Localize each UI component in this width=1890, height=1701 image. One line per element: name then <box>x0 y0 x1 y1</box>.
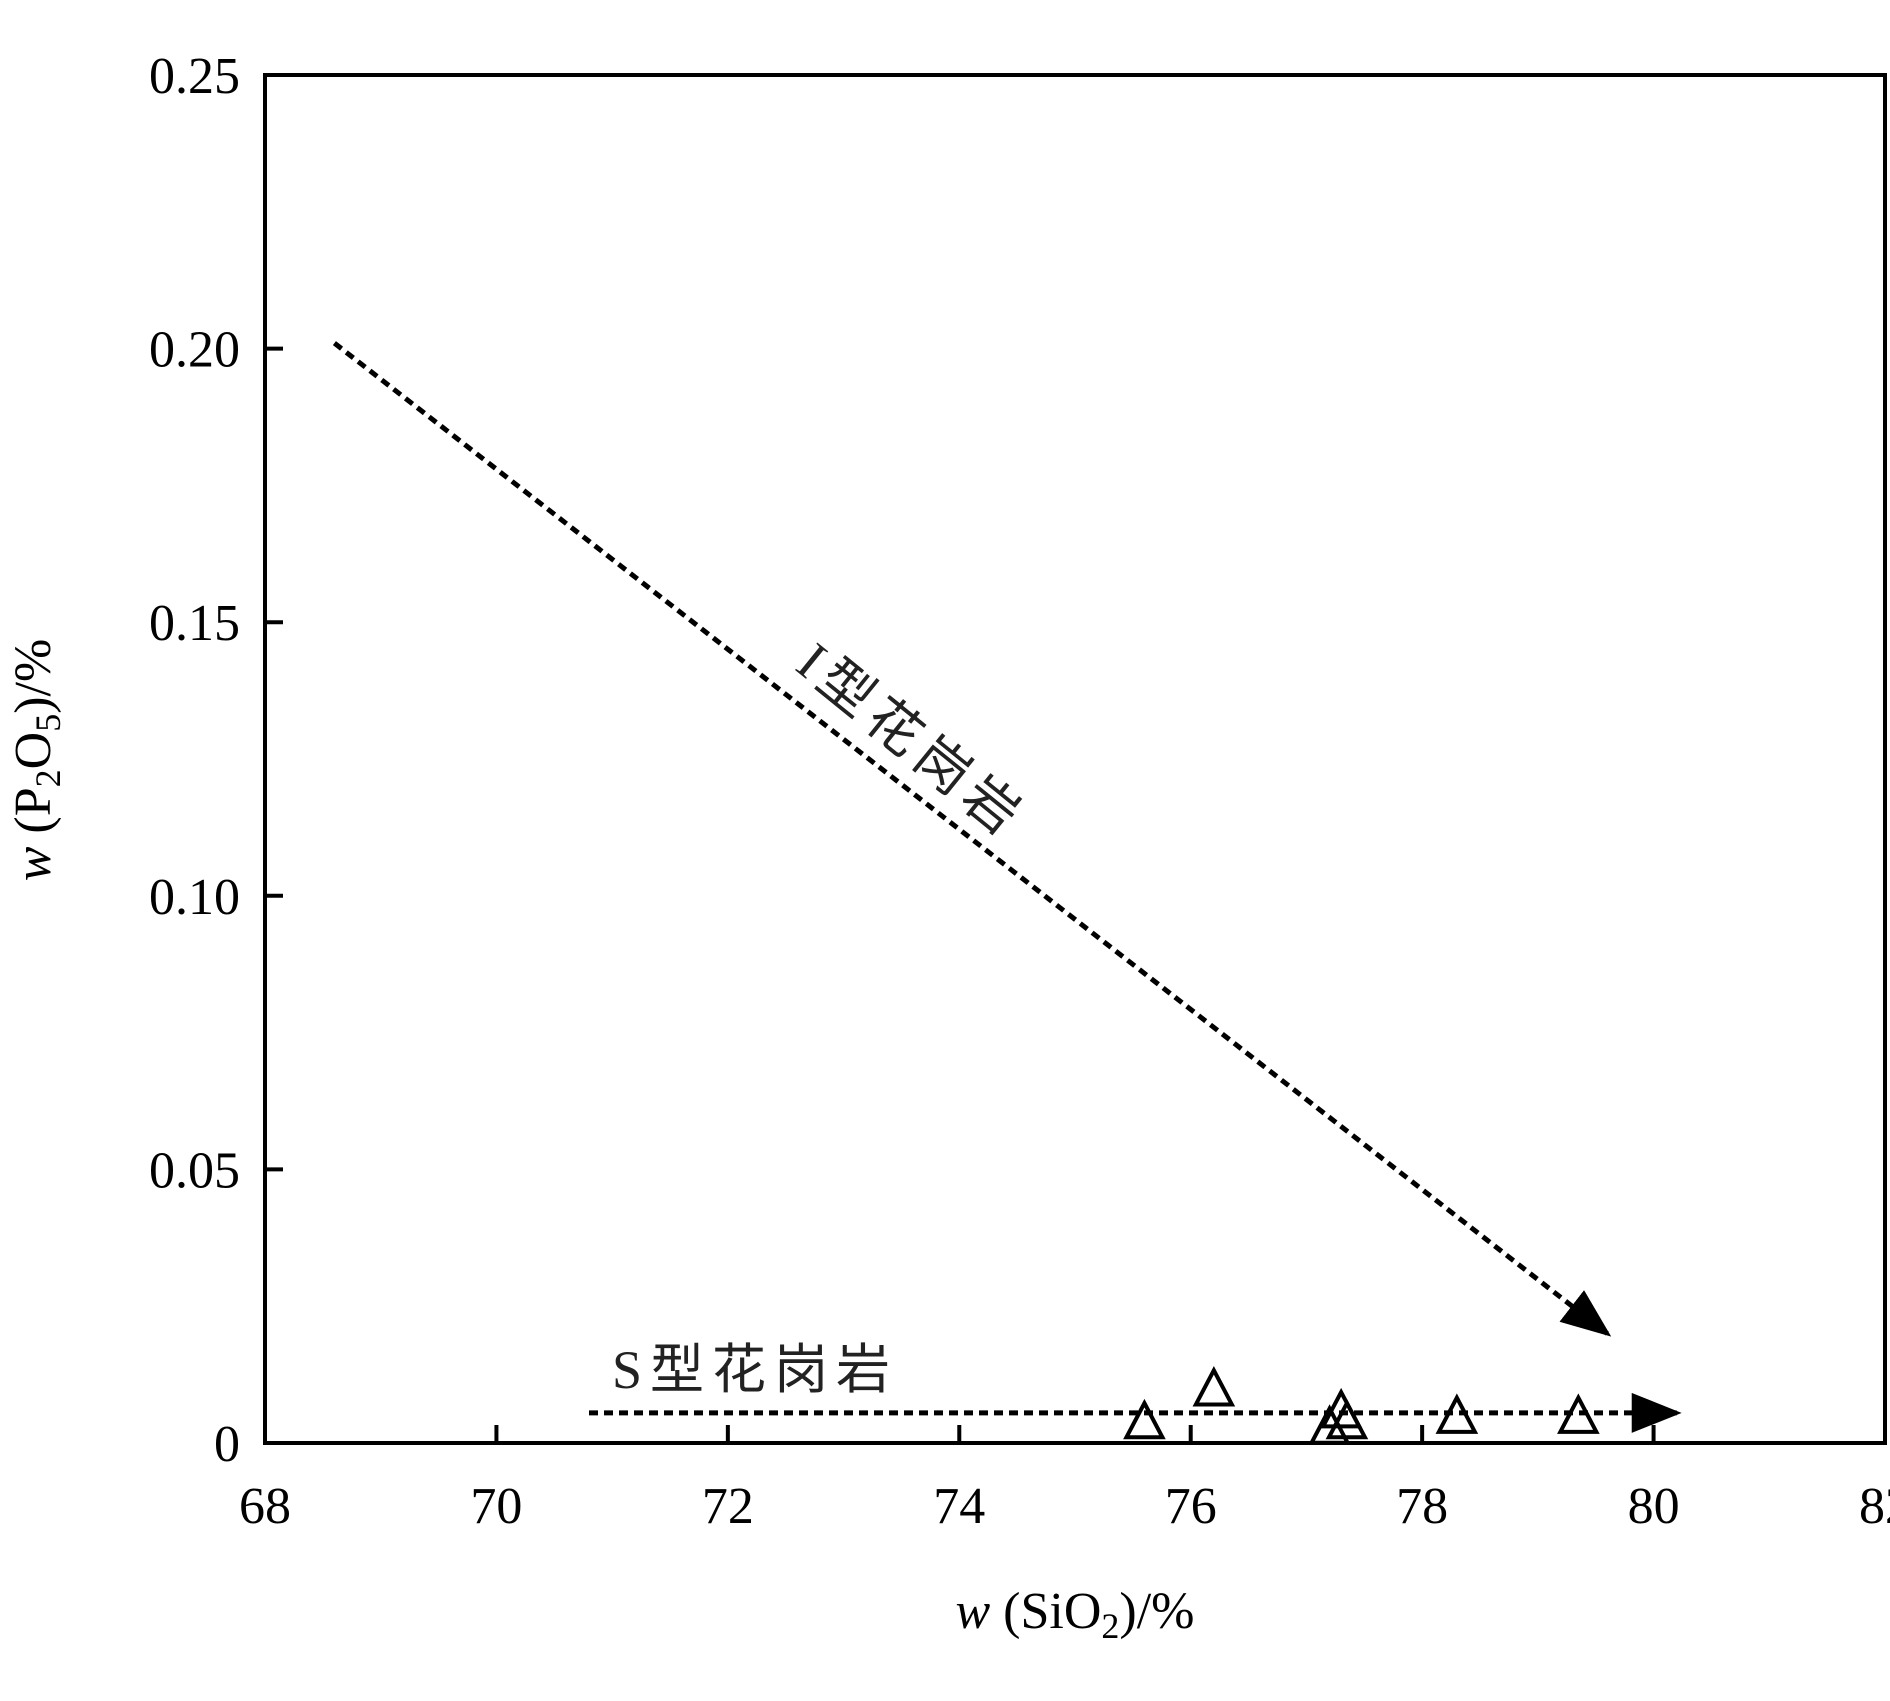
x-tick-label: 70 <box>470 1478 522 1535</box>
y-axis-title-suffix: )/% <box>5 639 62 714</box>
y-tick-label: 0.10 <box>149 869 240 926</box>
x-axis-title-subscript: 2 <box>1101 1606 1119 1646</box>
data-points <box>1123 1365 1600 1445</box>
y-tick-label: 0.05 <box>149 1142 240 1199</box>
y-axis-ticks: 0 0.05 0.10 0.15 0.20 0.25 <box>149 48 283 1473</box>
i-type-trend-arrow <box>332 341 1612 1337</box>
x-tick-label: 74 <box>933 1478 985 1535</box>
y-axis-title-subscript-1: 2 <box>28 769 68 787</box>
y-axis-title-subscript-2: 5 <box>28 714 68 732</box>
y-axis-title: w (P2O5)/% <box>5 639 68 882</box>
x-axis-title-variable: w <box>955 1583 990 1640</box>
x-axis-title-suffix: )/% <box>1119 1583 1194 1640</box>
x-tick-label: 80 <box>1628 1478 1680 1535</box>
x-tick-label: 68 <box>239 1478 291 1535</box>
s-type-granite-label: S型花岗岩 <box>612 1340 898 1400</box>
y-tick-label: 0.20 <box>149 322 240 379</box>
x-tick-label: 76 <box>1165 1478 1217 1535</box>
x-axis-title-main: (SiO <box>990 1583 1101 1640</box>
x-axis-ticks: 68 70 72 74 76 78 80 82 <box>239 1425 1890 1535</box>
data-point-triangle <box>1192 1365 1236 1407</box>
y-tick-label: 0.25 <box>149 48 240 105</box>
x-tick-label: 72 <box>702 1478 754 1535</box>
y-axis-title-variable: w <box>5 846 62 881</box>
data-point-triangle <box>1557 1393 1600 1434</box>
data-point-triangle <box>1325 1398 1369 1440</box>
data-point-triangle <box>1123 1398 1166 1440</box>
y-axis-title-main: (P <box>5 787 62 846</box>
plot-frame <box>263 73 1887 1445</box>
x-tick-label: 82 <box>1859 1478 1890 1535</box>
y-tick-label: 0.15 <box>149 595 240 652</box>
data-point-triangle <box>1435 1393 1479 1434</box>
x-tick-label: 78 <box>1396 1478 1448 1535</box>
y-axis-title-mid: O <box>5 732 62 770</box>
y-tick-label: 0 <box>214 1416 240 1473</box>
x-axis-title: w (SiO2)/% <box>955 1583 1194 1646</box>
i-type-granite-label: I型花岗岩 <box>786 631 1037 850</box>
